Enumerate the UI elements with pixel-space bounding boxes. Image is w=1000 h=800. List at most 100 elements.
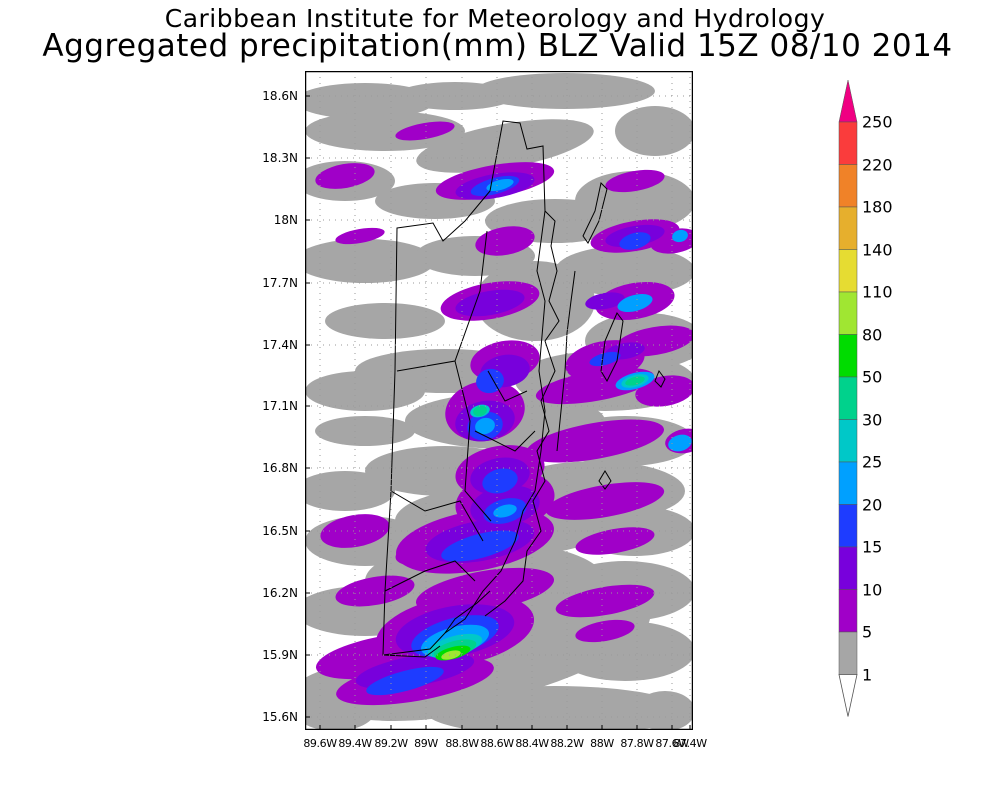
district-line: [384, 560, 476, 592]
lon-tick-label: 89.4W: [338, 737, 372, 750]
precip-5-10mm: [335, 575, 415, 607]
precip-5-10mm: [525, 419, 665, 463]
precip-5-10mm: [575, 527, 655, 555]
lat-tick-label: 17.4N: [262, 338, 298, 352]
colorbar-segment: [838, 419, 858, 463]
precip-5-10mm: [315, 163, 375, 189]
colorbar-segment: [838, 674, 858, 717]
axis-ticks: [305, 95, 691, 730]
colorbar-level-label: 180: [862, 197, 893, 217]
precip-15-20mm: [589, 351, 621, 367]
lon-tick-label: 89.6W: [303, 737, 337, 750]
lighthouse-reef: [654, 369, 666, 388]
lat-tick-label: 16.2N: [262, 586, 298, 600]
cay-chain: [556, 270, 576, 452]
lat-tick-label: 17.1N: [262, 399, 298, 413]
precip-5-10mm: [575, 619, 635, 643]
colorbar-level-label: 250: [862, 112, 893, 132]
colorbar-segment: [838, 631, 858, 675]
colorbar-segment: [838, 504, 858, 548]
precip-80-110mm: [441, 650, 461, 660]
lon-tick-label: 88.6W: [480, 737, 514, 750]
colorbar-level-label: 15: [862, 537, 883, 557]
precip-20-25mm: [668, 434, 692, 452]
colorbar-level-label: 80: [862, 325, 883, 344]
south-coast: [444, 590, 491, 634]
lon-tick-label: 88.8W: [445, 737, 479, 750]
precip-20-25mm: [493, 504, 517, 518]
precip-1-5mm: [416, 119, 594, 173]
colorbar-segment: [838, 249, 858, 293]
colorbar-level-label: 30: [862, 410, 883, 429]
district-line: [454, 360, 492, 522]
colorbar-segment: [838, 291, 858, 335]
lat-tick-label: 15.6N: [262, 710, 298, 724]
precip-1-5mm: [305, 371, 425, 411]
precip-1-5mm: [325, 303, 445, 339]
lat-tick-label: 16.5N: [262, 524, 298, 538]
colorbar-segment: [838, 589, 858, 633]
precip-5-10mm: [635, 375, 693, 407]
chart-subtitle: Aggregated precipitation(mm) BLZ Valid 1…: [42, 28, 953, 64]
colorbar-segment: [838, 121, 858, 165]
colorbar-level-label: 110: [862, 282, 893, 302]
precip-5-10mm: [335, 227, 385, 245]
precip-1-5mm: [635, 691, 693, 730]
precip-15-20mm: [441, 530, 519, 562]
colorbar-segment: [838, 334, 858, 378]
precip-15-20mm: [366, 666, 444, 696]
colorbar: [838, 79, 858, 717]
precip-1-5mm: [315, 416, 415, 446]
precip-1-5mm: [305, 471, 395, 511]
lat-tick-label: 18.3N: [262, 151, 298, 165]
precip-1-5mm: [615, 106, 693, 156]
plot-frame: [305, 71, 693, 730]
precip-field: [305, 73, 693, 730]
ambergris-caye: [582, 181, 608, 244]
guatemala-line: [382, 645, 441, 658]
lon-tick-label: 87.8W: [620, 737, 654, 750]
precip-5-10mm: [545, 482, 665, 520]
precip-1-5mm: [425, 686, 685, 730]
glovers-reef: [598, 470, 612, 490]
coast-line: [484, 210, 560, 617]
precipitation-map: [305, 71, 693, 730]
colorbar-level-label: 20: [862, 495, 883, 514]
lon-tick-label: 87.4W: [673, 737, 707, 750]
colorbar-level-label: 25: [862, 452, 883, 472]
colorbar-segment: [838, 546, 858, 590]
district-line: [474, 430, 536, 452]
lat-tick-label: 17.7N: [262, 276, 298, 290]
district-line: [487, 370, 528, 402]
colorbar-level-label: 10: [862, 580, 883, 599]
precip-20-25mm: [486, 178, 514, 192]
colorbar-segment: [838, 461, 858, 505]
precip-5-10mm: [605, 169, 665, 193]
chart-title: Caribbean Institute for Meteorology and …: [164, 4, 826, 33]
colorbar-level-label: 1: [862, 665, 873, 684]
lat-tick-label: 18N: [273, 213, 298, 227]
lon-tick-label: 87.6W: [655, 737, 689, 750]
lon-tick-label: 88.4W: [515, 737, 549, 750]
precip-30-50mm: [625, 376, 645, 386]
colorbar-segment: [838, 79, 858, 123]
precip-5-10mm: [475, 226, 535, 256]
colorbar-segment: [838, 164, 858, 208]
precip-5-10mm: [395, 121, 455, 141]
lon-tick-label: 88W: [590, 737, 614, 750]
lon-tick-label: 89W: [414, 737, 438, 750]
precip-10-15mm: [455, 289, 525, 317]
turneffe-islands: [600, 312, 624, 383]
colorbar-level-label: 220: [862, 155, 893, 174]
lon-tick-label: 89.2W: [374, 737, 408, 750]
colorbar-segment: [838, 376, 858, 420]
lat-tick-label: 18.6N: [262, 89, 298, 103]
colorbar-segment: [838, 206, 858, 250]
lat-tick-label: 16.8N: [262, 461, 298, 475]
colorbar-level-label: 5: [862, 622, 873, 642]
precip-15-20mm: [619, 232, 651, 250]
precip-15-20mm: [482, 468, 518, 494]
precip-10-15mm: [585, 292, 625, 310]
precip-1-5mm: [305, 111, 465, 151]
district-line: [390, 490, 484, 542]
